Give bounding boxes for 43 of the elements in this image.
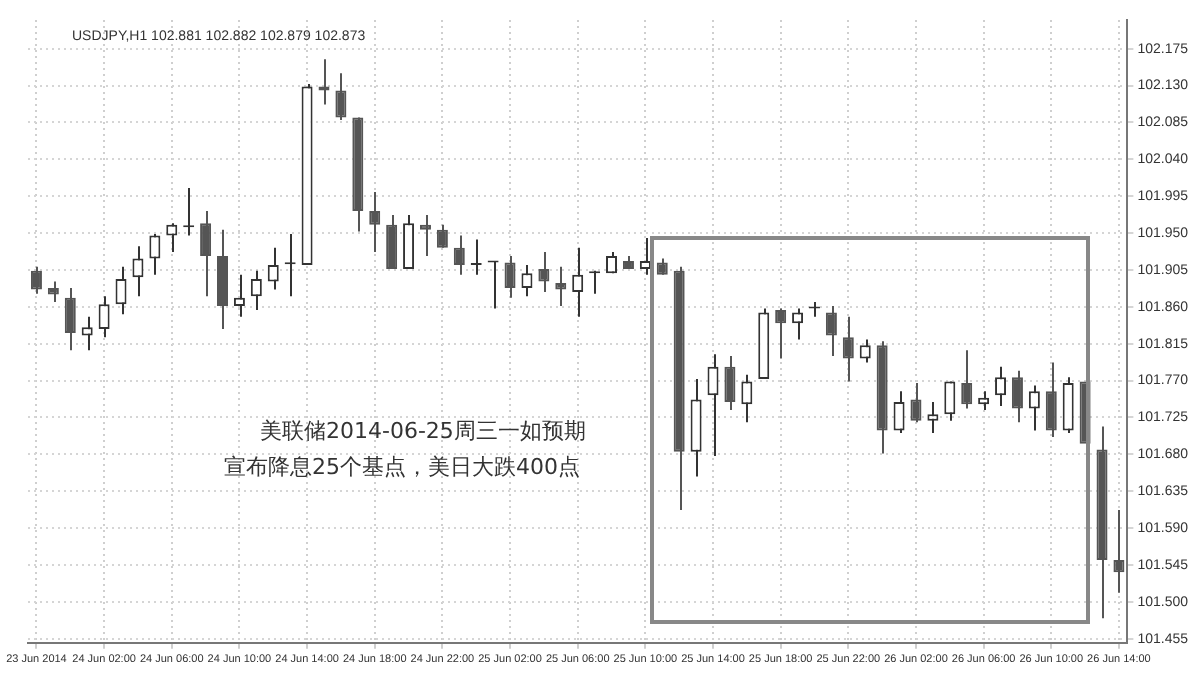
candlestick <box>115 265 127 316</box>
candlestick <box>81 315 93 352</box>
candlestick <box>47 280 59 303</box>
candlestick <box>335 72 347 121</box>
candlestick <box>538 250 550 294</box>
candlestick <box>386 214 398 271</box>
annotation: 美联储2014-06-25周三一如预期 <box>260 416 586 446</box>
candlestick <box>961 349 973 410</box>
candlestick <box>859 338 871 364</box>
candlestick <box>724 354 736 412</box>
candlestick <box>825 305 837 357</box>
candlestick <box>842 315 854 383</box>
candlestick <box>149 232 161 276</box>
candlestick <box>217 228 229 330</box>
candlestick <box>64 286 76 352</box>
candlestick <box>1062 376 1074 435</box>
candlestick <box>470 238 482 276</box>
candlestick <box>1113 509 1125 594</box>
candlestick <box>267 246 279 291</box>
candlestick <box>98 295 110 339</box>
candlestick <box>555 265 567 307</box>
candlestick <box>1045 361 1057 439</box>
candlestick <box>504 255 516 299</box>
candlestick <box>166 222 178 253</box>
candlestick <box>741 373 753 424</box>
candlestick <box>200 209 212 298</box>
candlestick <box>572 246 584 318</box>
candlestick <box>775 307 787 360</box>
candlestick <box>30 265 42 295</box>
candlestick <box>927 400 939 435</box>
candlestick <box>893 390 905 435</box>
candlestick <box>403 214 415 271</box>
annotation: 宣布降息25个基点，美日大跌400点 <box>224 452 580 482</box>
candlestick <box>369 191 381 253</box>
candlestick <box>233 273 245 318</box>
candlestick <box>944 380 956 422</box>
candlestick <box>419 214 431 258</box>
candlestick <box>132 245 144 298</box>
candlestick <box>707 353 719 457</box>
candlestick <box>1011 369 1023 424</box>
candlestick <box>453 234 465 276</box>
candlestick <box>910 382 922 424</box>
candlestick <box>639 236 651 276</box>
